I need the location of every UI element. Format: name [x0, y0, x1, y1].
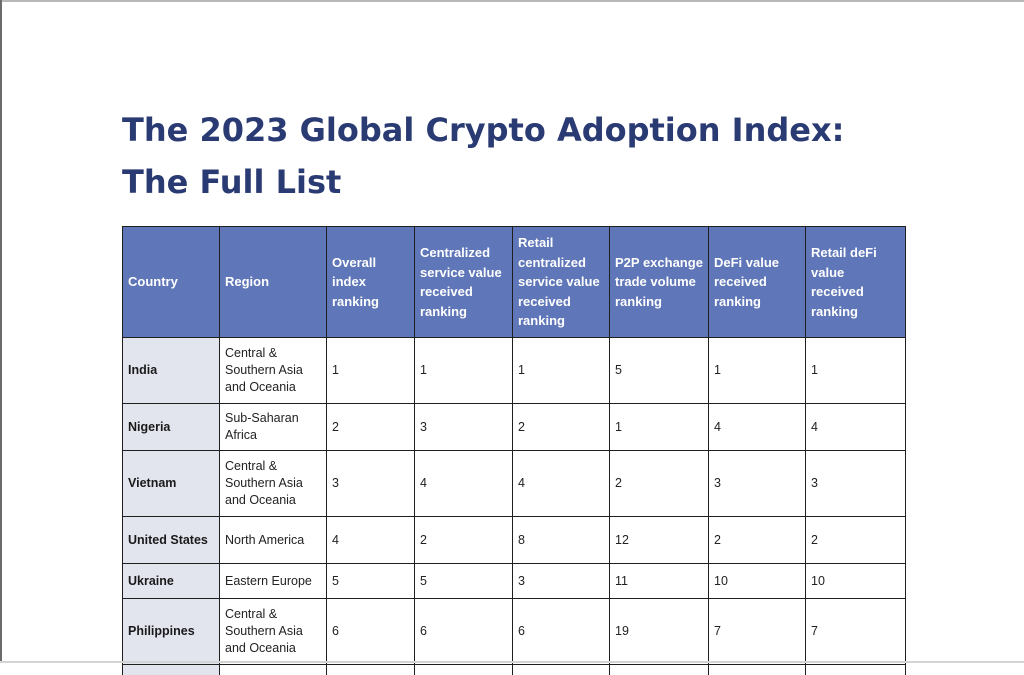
column-header: P2P exchange trade volume ranking: [609, 226, 709, 338]
page-top-edge: [0, 0, 1024, 2]
document-title: The 2023 Global Crypto Adoption Index: T…: [122, 104, 844, 208]
column-header: Centralized service value received ranki…: [414, 226, 513, 338]
adoption-index-table: Country Region Overall index ranking Cen…: [122, 226, 906, 675]
p2p-ranking-cell: 19: [609, 598, 709, 665]
centralized-ranking-cell: [414, 664, 513, 675]
region-cell: Central & Southern Asia and Oceania: [219, 598, 327, 665]
retail-defi-ranking-cell: 3: [805, 450, 906, 517]
title-line-2: The Full List: [122, 163, 342, 201]
defi-ranking-cell: 4: [708, 403, 806, 451]
p2p-ranking-cell: 12: [609, 516, 709, 564]
defi-ranking-cell: 7: [708, 598, 806, 665]
title-line-1: The 2023 Global Crypto Adoption Index:: [122, 111, 845, 149]
p2p-ranking-cell: 5: [609, 337, 709, 404]
country-cell: Nigeria: [122, 403, 220, 451]
page-bottom-edge: [0, 661, 1024, 663]
defi-ranking-cell: 10: [708, 563, 806, 599]
region-cell: Sub-Saharan Africa: [219, 403, 327, 451]
defi-ranking-cell: [708, 664, 806, 675]
country-cell: [122, 664, 220, 675]
centralized-ranking-cell: 2: [414, 516, 513, 564]
overall-ranking-cell: [326, 664, 415, 675]
country-cell: India: [122, 337, 220, 404]
page-left-edge: [0, 0, 2, 663]
retail-centralized-ranking-cell: 8: [512, 516, 610, 564]
table-row: India Central & Southern Asia and Oceani…: [122, 337, 906, 404]
centralized-ranking-cell: 3: [414, 403, 513, 451]
defi-ranking-cell: 3: [708, 450, 806, 517]
country-cell: Vietnam: [122, 450, 220, 517]
centralized-ranking-cell: 6: [414, 598, 513, 665]
retail-defi-ranking-cell: 10: [805, 563, 906, 599]
retail-centralized-ranking-cell: 1: [512, 337, 610, 404]
table-row: Vietnam Central & Southern Asia and Ocea…: [122, 450, 906, 517]
column-header: Retail centralized service value receive…: [512, 226, 610, 338]
overall-ranking-cell: 2: [326, 403, 415, 451]
table-row-partial: [122, 664, 906, 675]
centralized-ranking-cell: 1: [414, 337, 513, 404]
centralized-ranking-cell: 4: [414, 450, 513, 517]
table-header-row: Country Region Overall index ranking Cen…: [122, 226, 906, 338]
region-cell: North America: [219, 516, 327, 564]
p2p-ranking-cell: 2: [609, 450, 709, 517]
defi-ranking-cell: 2: [708, 516, 806, 564]
p2p-ranking-cell: [609, 664, 709, 675]
retail-defi-ranking-cell: 1: [805, 337, 906, 404]
retail-centralized-ranking-cell: 2: [512, 403, 610, 451]
country-cell: Philippines: [122, 598, 220, 665]
overall-ranking-cell: 6: [326, 598, 415, 665]
overall-ranking-cell: 4: [326, 516, 415, 564]
table-row: Ukraine Eastern Europe 5 5 3 11 10 10: [122, 563, 906, 599]
table-row: Philippines Central & Southern Asia and …: [122, 598, 906, 665]
overall-ranking-cell: 5: [326, 563, 415, 599]
column-header: Region: [219, 226, 327, 338]
centralized-ranking-cell: 5: [414, 563, 513, 599]
column-header: Overall index ranking: [326, 226, 415, 338]
p2p-ranking-cell: 11: [609, 563, 709, 599]
retail-defi-ranking-cell: 4: [805, 403, 906, 451]
p2p-ranking-cell: 1: [609, 403, 709, 451]
column-header: Country: [122, 226, 220, 338]
region-cell: [219, 664, 327, 675]
column-header: DeFi value received ranking: [708, 226, 806, 338]
column-header: Retail deFi value received ranking: [805, 226, 906, 338]
region-cell: Eastern Europe: [219, 563, 327, 599]
retail-defi-ranking-cell: 7: [805, 598, 906, 665]
defi-ranking-cell: 1: [708, 337, 806, 404]
retail-centralized-ranking-cell: 3: [512, 563, 610, 599]
retail-defi-ranking-cell: 2: [805, 516, 906, 564]
overall-ranking-cell: 3: [326, 450, 415, 517]
country-cell: Ukraine: [122, 563, 220, 599]
region-cell: Central & Southern Asia and Oceania: [219, 337, 327, 404]
overall-ranking-cell: 1: [326, 337, 415, 404]
retail-centralized-ranking-cell: 6: [512, 598, 610, 665]
region-cell: Central & Southern Asia and Oceania: [219, 450, 327, 517]
retail-centralized-ranking-cell: [512, 664, 610, 675]
retail-defi-ranking-cell: [805, 664, 906, 675]
retail-centralized-ranking-cell: 4: [512, 450, 610, 517]
country-cell: United States: [122, 516, 220, 564]
table-row: United States North America 4 2 8 12 2 2: [122, 516, 906, 564]
table-row: Nigeria Sub-Saharan Africa 2 3 2 1 4 4: [122, 403, 906, 451]
